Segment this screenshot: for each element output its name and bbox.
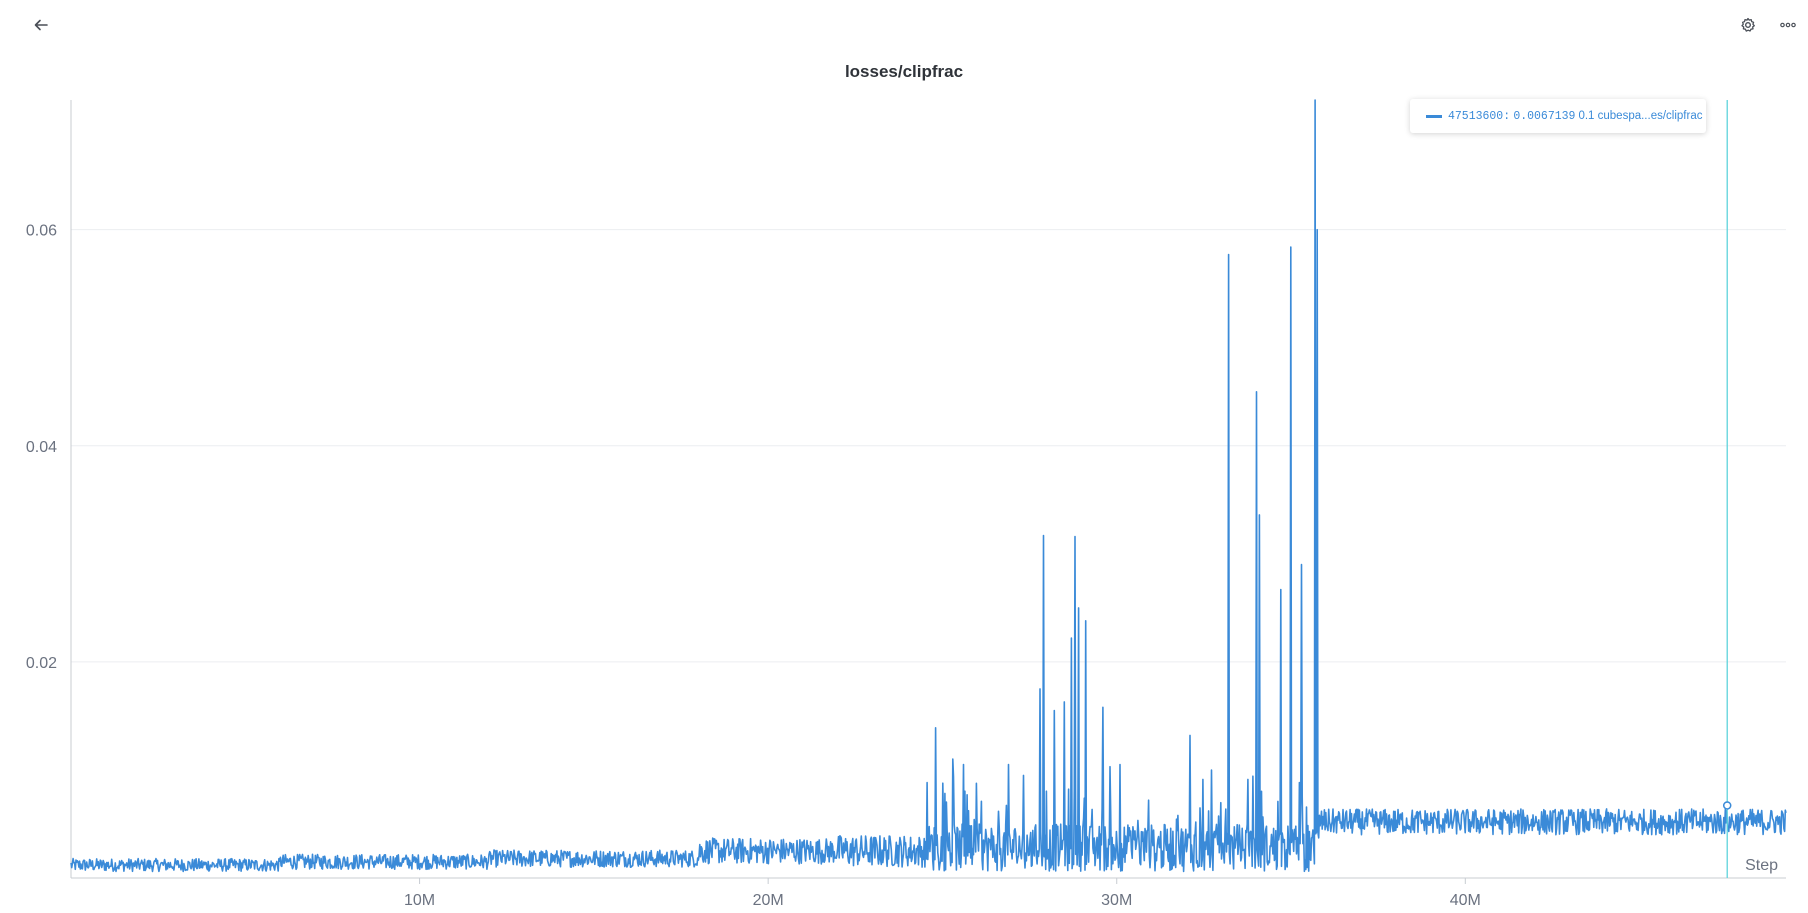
panel-header (0, 0, 1808, 52)
gear-icon (1741, 17, 1755, 32)
x-tick-label: 40M (1450, 892, 1481, 909)
x-tick-label: 20M (753, 892, 784, 909)
x-tick-label: 30M (1101, 892, 1132, 909)
legend-step: 47513600: (1448, 109, 1511, 123)
x-axis-label: Step (1745, 857, 1778, 874)
series-line (70, 99, 1787, 873)
hover-legend: 47513600: 0.0067139 0.1 cubespa...es/cli… (1410, 99, 1706, 133)
hover-point (1722, 801, 1732, 810)
x-tick-label: 10M (404, 892, 435, 909)
settings-button[interactable] (1734, 11, 1762, 39)
legend-run-name: 0.1 cubespa...es/clipfrac (1578, 110, 1703, 122)
ellipsis-icon (1780, 22, 1796, 28)
y-tick-label: 0.04 (26, 439, 57, 456)
legend-swatch (1426, 114, 1442, 118)
more-options-button[interactable] (1774, 11, 1802, 39)
back-button[interactable] (27, 11, 55, 39)
y-tick-label: 0.06 (26, 223, 57, 240)
chart-title: losses/clipfrac (844, 62, 964, 81)
legend-value: 0.0067139 (1513, 109, 1576, 123)
y-tick-label: 0.02 (26, 655, 57, 672)
arrow-left-icon (34, 19, 48, 31)
